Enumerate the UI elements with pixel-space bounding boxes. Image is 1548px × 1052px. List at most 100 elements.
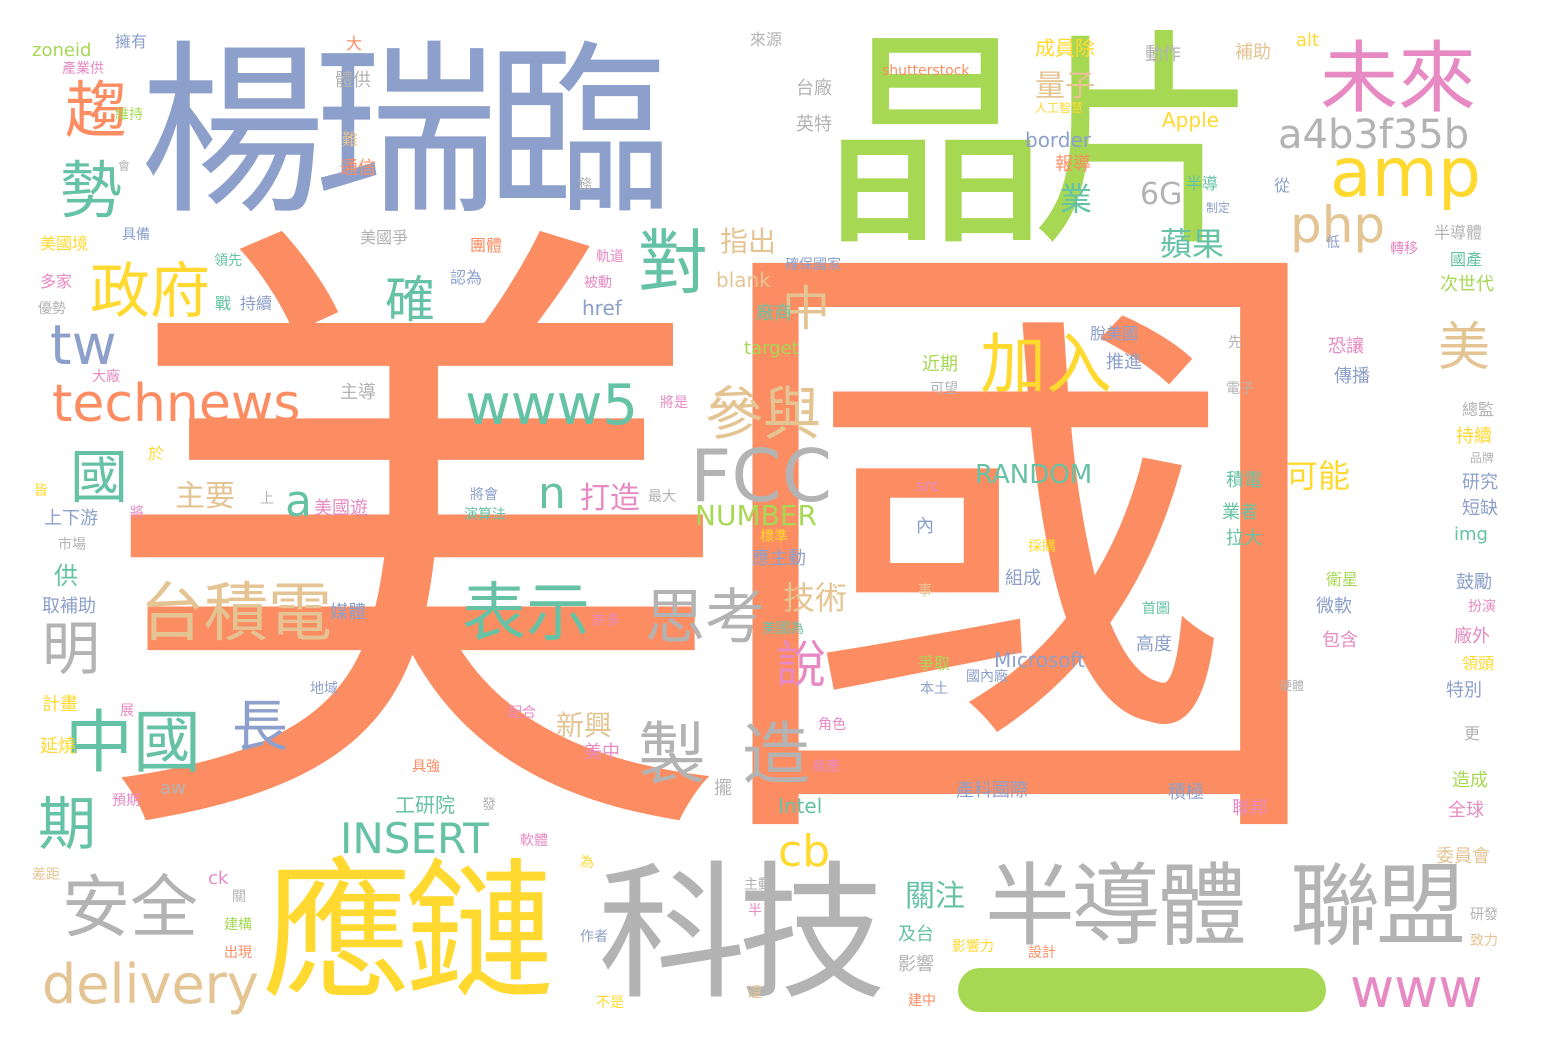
- word: 認為: [450, 268, 483, 287]
- word: 品牌: [1470, 451, 1495, 465]
- word: 領先: [214, 253, 242, 269]
- word: 本土: [920, 681, 948, 697]
- word: 中: [782, 281, 831, 337]
- word: href: [582, 296, 622, 320]
- word: 多家: [40, 272, 73, 291]
- word: 持續: [240, 294, 273, 313]
- word: HERE: [975, 752, 1051, 785]
- word: 為: [580, 855, 594, 871]
- word: 包含: [1322, 630, 1358, 651]
- word: delivery: [42, 953, 259, 1016]
- word: 領頭: [1462, 654, 1495, 673]
- word: 更: [1464, 724, 1481, 743]
- word: 美: [1438, 318, 1491, 378]
- word: 參與: [705, 380, 822, 448]
- word: 可能: [1286, 457, 1351, 495]
- word: 供: [54, 562, 78, 590]
- word: 可望: [930, 381, 958, 397]
- word: 勢: [60, 154, 123, 227]
- word: 將是: [660, 395, 688, 411]
- word: 廠外: [1454, 626, 1490, 647]
- word: 衛星: [1326, 570, 1359, 589]
- word: 計畫: [42, 694, 78, 715]
- word: 脫美國: [1090, 324, 1139, 343]
- word: 明: [42, 615, 101, 683]
- word: 展: [120, 703, 134, 719]
- word: 主導: [340, 382, 376, 403]
- word: Intel: [778, 794, 823, 818]
- word: 轉移: [1390, 241, 1418, 257]
- word: 科技: [598, 848, 886, 1020]
- word: 拉大: [1226, 528, 1262, 549]
- word: 美國為: [762, 621, 804, 637]
- word: 趨: [65, 74, 128, 147]
- word: a4b3f35b: [1278, 112, 1470, 158]
- word: 傳播: [1334, 366, 1370, 387]
- word: 廠商: [756, 303, 792, 324]
- word: 團體: [470, 236, 503, 255]
- word: 通信: [340, 158, 376, 179]
- word: 具備: [122, 227, 150, 243]
- word: 全球: [1448, 800, 1484, 821]
- word: 採購: [1028, 539, 1056, 555]
- word: 美國境: [40, 234, 89, 253]
- word: 取補助: [42, 596, 96, 617]
- word: 打造: [580, 481, 640, 516]
- word: 影響: [898, 954, 934, 975]
- word: 從: [1274, 176, 1291, 195]
- word: 業: [1055, 182, 1093, 214]
- word: 研發: [1470, 907, 1498, 923]
- word: 擁有: [115, 32, 148, 51]
- word: 軟體: [520, 833, 548, 849]
- word: 國內廠: [966, 669, 1008, 685]
- word: 高度: [1136, 634, 1172, 655]
- word: 確保國家: [785, 257, 841, 273]
- word: 組成: [1005, 568, 1041, 589]
- word: 半導: [1186, 174, 1219, 193]
- word: 致力: [1470, 933, 1498, 949]
- word-mark-bar: [958, 968, 1326, 1012]
- word: 首圖: [1142, 601, 1170, 617]
- word: 被動: [584, 275, 612, 291]
- word: 難: [342, 130, 359, 149]
- word: 及台: [898, 924, 934, 945]
- word: 台積電: [140, 577, 332, 651]
- word: 6G: [1140, 177, 1183, 212]
- word: INSERT: [340, 814, 489, 863]
- word: 延燒: [40, 736, 76, 757]
- word: 大廠: [92, 369, 120, 385]
- word: FCC: [690, 434, 832, 518]
- word: 中國: [65, 704, 202, 783]
- word: www: [1350, 957, 1483, 1020]
- word: 於: [148, 444, 165, 463]
- word: ck: [208, 868, 229, 889]
- word: 事: [918, 583, 932, 599]
- word: img: [1454, 524, 1488, 545]
- word: Apple: [1162, 108, 1219, 132]
- word: 動作: [1145, 44, 1181, 65]
- word: 總監: [1462, 400, 1495, 419]
- word: 晶片: [820, 11, 1260, 278]
- word: 具強: [412, 759, 440, 775]
- word: 演算法: [464, 507, 506, 523]
- word: 戰: [215, 294, 232, 313]
- word: php: [1290, 196, 1386, 254]
- word: 扮演: [1468, 599, 1496, 615]
- word: 委員會: [1436, 846, 1490, 867]
- word: 半: [748, 903, 762, 919]
- word: 台廠: [796, 78, 832, 99]
- word: 地域: [310, 681, 338, 697]
- word: 發: [482, 797, 496, 813]
- word: NUMBER: [695, 499, 817, 532]
- word: shutterstock: [882, 63, 970, 79]
- word: cb: [778, 826, 831, 877]
- word: 思考: [645, 583, 765, 653]
- word: 將: [130, 505, 144, 521]
- word: 維持: [115, 107, 143, 123]
- word: 持續: [1456, 426, 1492, 447]
- word: 美中: [584, 742, 620, 763]
- word: 製: [638, 716, 707, 795]
- word: 內: [916, 516, 934, 537]
- word: 近期: [922, 354, 958, 375]
